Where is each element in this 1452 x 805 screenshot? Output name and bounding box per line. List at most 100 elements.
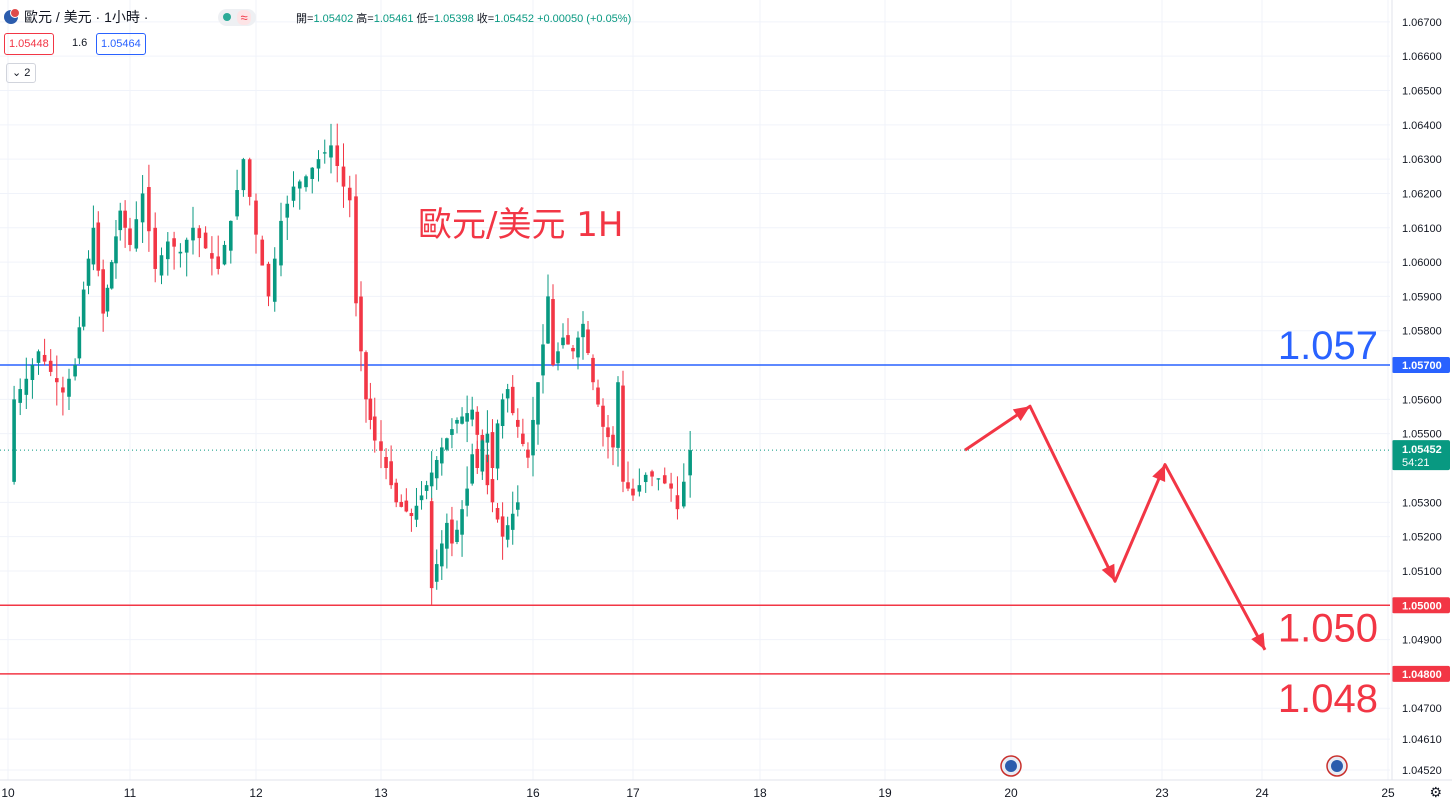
candle-body <box>372 416 377 441</box>
level-axis-label: 1.04800 <box>1402 669 1442 681</box>
level-axis-tag <box>1392 597 1450 614</box>
candle-body <box>429 501 434 589</box>
candle-body <box>354 196 358 304</box>
x-tick-label: 20 <box>1004 786 1018 800</box>
candle-body <box>485 433 490 443</box>
level-axis-label: 1.05700 <box>1402 360 1442 372</box>
level-axis-label: 1.05000 <box>1402 600 1442 612</box>
candle-body <box>682 481 686 507</box>
event-flag-icon[interactable] <box>1326 755 1348 777</box>
candle-body <box>631 488 635 496</box>
level-axis-tag <box>1392 665 1450 682</box>
candle-body <box>505 525 510 540</box>
y-tick-label: 1.06600 <box>1402 51 1442 63</box>
x-tick-label: 13 <box>374 786 388 800</box>
candle-body <box>490 479 495 503</box>
buy-button[interactable]: 1.05464 <box>96 33 146 55</box>
candle-body <box>662 475 667 484</box>
candle-body <box>485 454 490 486</box>
candle-body <box>434 459 439 479</box>
candle-body <box>24 378 29 395</box>
y-tick-label: 1.06400 <box>1402 120 1442 132</box>
candle-body <box>500 399 505 427</box>
candle-body <box>18 389 22 403</box>
arrow-head <box>1012 406 1030 421</box>
chevron-down-icon: ⌄ <box>12 67 22 79</box>
sell-button[interactable]: 1.05448 <box>4 33 54 55</box>
candle-body <box>536 382 540 425</box>
candle-body <box>656 478 661 480</box>
candle-body <box>475 411 480 435</box>
ohlc-label: 收= <box>476 13 495 25</box>
candle-body <box>359 296 363 352</box>
x-tick-label: 18 <box>753 786 767 800</box>
candle-body <box>606 427 610 438</box>
x-tick-label: 16 <box>526 786 540 800</box>
candle-body <box>235 190 239 217</box>
candle-body <box>586 329 590 354</box>
candle-body <box>621 385 625 482</box>
candle-body <box>521 433 525 444</box>
x-tick-label: 23 <box>1155 786 1169 800</box>
y-tick-label: 1.06000 <box>1402 257 1442 269</box>
candle-body <box>364 352 368 400</box>
candle-body <box>191 227 195 241</box>
candle-body <box>465 488 469 506</box>
candle-body <box>61 387 65 393</box>
candle-body <box>96 222 101 271</box>
candle-body <box>105 287 110 312</box>
candle-body <box>159 255 164 276</box>
candle-body <box>510 513 515 530</box>
y-tick-label: 1.06300 <box>1402 154 1442 166</box>
x-tick-label: 11 <box>124 786 137 800</box>
time-axis: 10 11 12 13 16 17 18 19 20 23 24 25 <box>0 755 1452 800</box>
candle-body <box>404 500 409 512</box>
candle-body <box>210 253 214 259</box>
candle-body <box>546 296 550 344</box>
market-status[interactable]: ≈ <box>218 8 256 26</box>
gear-icon[interactable]: ⚙ <box>1429 784 1442 800</box>
spread-value: 1.6 <box>72 37 88 49</box>
candle-body <box>222 244 227 265</box>
ohlc-value: +0.00050 (+0.05%) <box>537 13 632 25</box>
candle-body <box>322 152 327 154</box>
data-delay-icon: ≈ <box>237 9 251 25</box>
arrow-head <box>1152 464 1166 483</box>
candle-body <box>42 354 47 362</box>
ohlc-value: 1.05452 <box>494 13 538 25</box>
x-tick-label: 24 <box>1255 786 1269 800</box>
indicators-toggle[interactable]: ⌄ 2 <box>6 63 37 83</box>
candle-body <box>197 228 202 239</box>
candle-body <box>36 351 41 363</box>
y-tick-label: 1.05100 <box>1402 566 1442 578</box>
candle-body <box>247 159 252 197</box>
candle-body <box>505 389 510 399</box>
candle-body <box>86 258 91 286</box>
level-label: 1.048 <box>1278 677 1378 721</box>
event-flag-icon[interactable] <box>1000 755 1022 777</box>
candle-body <box>566 335 570 345</box>
candles <box>12 123 692 606</box>
candle-body <box>109 262 114 289</box>
x-tick-label: 17 <box>626 786 640 800</box>
candle-body <box>114 236 118 264</box>
candle-body <box>516 502 520 510</box>
candle-body <box>688 450 692 476</box>
candle-body <box>67 378 71 397</box>
price-levels: 1.05700 1.057 1.05000 1.050 1.04800 1.048 1.05… <box>0 324 1450 721</box>
event-flag-core <box>1331 760 1343 772</box>
candle-body <box>335 145 340 166</box>
candle-body <box>172 238 176 247</box>
current-price-label: 1.05452 <box>1402 444 1442 456</box>
candle-body <box>495 507 500 520</box>
level-label: 1.050 <box>1278 606 1378 650</box>
candle-body <box>347 187 352 201</box>
x-tick-label: 10 <box>1 786 15 800</box>
candle-body <box>490 432 495 468</box>
candle-body <box>455 529 459 542</box>
ohlc-label: 高= <box>356 13 374 25</box>
candle-body <box>384 456 388 468</box>
symbol-title[interactable]: 歐元 / 美元 · 1小時 · <box>24 9 149 25</box>
candle-body <box>460 509 464 535</box>
